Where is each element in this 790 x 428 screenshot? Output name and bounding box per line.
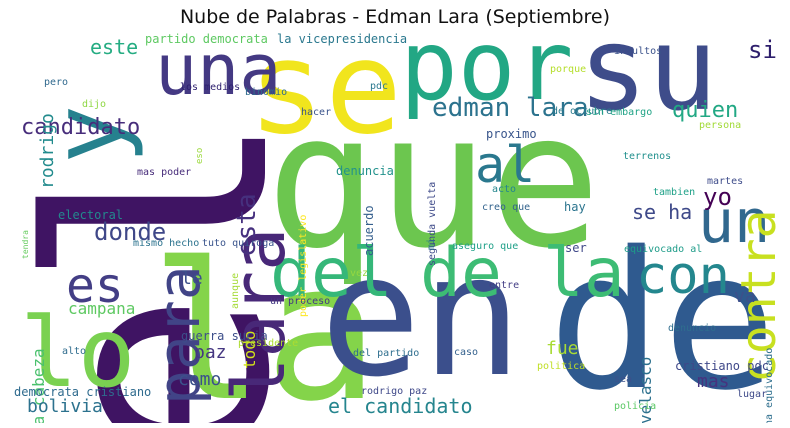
- word-de-la: de la: [420, 234, 625, 313]
- word-al: al: [475, 136, 536, 194]
- word-en: en: [320, 218, 523, 414]
- word-tuto-quiroga: tuto quiroga: [202, 238, 275, 249]
- chart-title: Nube de Palabras - Edman Lara (Septiembr…: [179, 6, 611, 28]
- word-dijo: dijo: [82, 99, 107, 110]
- word-le: le: [181, 268, 203, 289]
- word-ser: ser: [565, 241, 587, 255]
- word-cristiano-pdc: cristiano pdc: [675, 359, 769, 373]
- word-un: un: [698, 187, 771, 257]
- word-aunque: aunque: [230, 272, 241, 309]
- word-bolivia: bolivia: [27, 396, 103, 417]
- word-insultos: insultos: [614, 46, 663, 57]
- word-rodrigo-paz: rodrigo paz: [361, 386, 428, 397]
- word-una: una: [155, 31, 282, 111]
- word-va: va: [734, 286, 756, 307]
- word-lo: lo: [20, 297, 136, 409]
- word-del-partido: del partido: [353, 348, 420, 359]
- word-tambien: tambien: [653, 187, 696, 198]
- word-aseguro-que: aseguro que: [452, 241, 519, 252]
- word-yo: yo: [703, 183, 732, 211]
- word-si: si: [748, 36, 777, 64]
- word-politica: politica: [537, 361, 586, 372]
- word-presidente: presidente: [238, 338, 299, 349]
- word-binomio: binomio: [245, 87, 288, 98]
- word-un-proceso: un proceso: [270, 296, 331, 307]
- word-proximo: proximo: [486, 127, 537, 141]
- word-se-ha: se ha: [632, 200, 693, 224]
- word-martes: martes: [707, 176, 744, 187]
- word-sea: sea: [614, 374, 633, 385]
- word-paz: paz: [194, 342, 227, 363]
- word-democrata-cristiano: democrata cristiano: [14, 385, 152, 399]
- word-que: que: [265, 72, 601, 289]
- word-por: por: [400, 31, 574, 122]
- word-campana: campana: [68, 299, 136, 318]
- word-persona: persona: [699, 120, 742, 131]
- word-como: como: [178, 369, 222, 390]
- word-la: la: [150, 222, 379, 424]
- word-lugar: lugar: [737, 389, 768, 400]
- word-del: del: [270, 234, 393, 313]
- word-guerra-sucia: guerra sucia: [181, 329, 268, 343]
- word-eso: eso: [195, 147, 205, 164]
- word-equivocado-al: equivocado al: [624, 244, 703, 255]
- word-con: con: [636, 246, 730, 306]
- word-mismo-hecho: mismo hecho: [133, 238, 200, 249]
- word-la-vicepresidencia: la vicepresidencia: [277, 32, 408, 46]
- word-sin-embargo: sin embargo: [586, 107, 653, 118]
- word-caso: caso: [454, 347, 479, 358]
- word-de-octubre: de octubre: [552, 106, 613, 117]
- word-tendra: tendra: [21, 230, 30, 259]
- word-es: es: [66, 258, 124, 314]
- word-creo-que: creo que: [482, 202, 531, 213]
- word-denuncia: denuncia: [336, 164, 394, 178]
- word-quien: quien: [672, 98, 739, 123]
- word-entre: entre: [489, 280, 520, 291]
- word-vez: vez: [350, 268, 369, 279]
- word-donde: donde: [94, 218, 167, 246]
- word-se: se: [248, 31, 403, 163]
- word-alto: alto: [62, 346, 87, 357]
- word-denuncio: denuncio: [668, 323, 717, 334]
- word-rodrigo: rodrigo: [37, 113, 58, 189]
- word-pero: pero: [44, 77, 69, 88]
- word-edman-lara: edman lara: [432, 93, 589, 123]
- word-de: de: [548, 211, 777, 423]
- word-electoral: electoral: [58, 208, 124, 222]
- word-porque: porque: [550, 64, 587, 75]
- word-mas-poder: mas poder: [137, 167, 192, 178]
- word-velasco: velasco: [636, 356, 655, 423]
- word-hacer: hacer: [301, 107, 332, 118]
- word-partido-democrata: partido democrata: [145, 32, 268, 46]
- word-hay: hay: [564, 200, 586, 214]
- word-mi: mi: [426, 237, 437, 250]
- word-candidato: candidato: [21, 115, 141, 140]
- word-cloud: el que de la en se por su y una lo del de la con un lar…: [11, 31, 779, 423]
- word-su: su: [578, 31, 718, 137]
- word-fue: fue: [546, 338, 579, 359]
- word-pdc: pdc: [370, 81, 389, 92]
- word-terrenos: terrenos: [623, 151, 672, 162]
- word-policia: policia: [614, 401, 657, 412]
- word-segunda-vuelta: segunda vuelta: [427, 181, 438, 266]
- word-acto: acto: [492, 184, 517, 195]
- word-acuerdo: acuerdo: [362, 205, 376, 256]
- word-mas: mas: [697, 371, 730, 392]
- word-el-candidato: el candidato: [328, 394, 473, 418]
- word-los-medios: los medios: [180, 82, 241, 93]
- word-este: este: [90, 35, 139, 59]
